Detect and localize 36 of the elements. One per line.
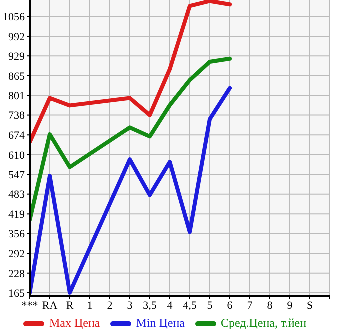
y-tick-label: 292 [8,248,25,260]
y-tick-label: 992 [8,31,25,44]
line-series [30,56,232,222]
x-tick-label: 8 [267,300,274,312]
y-tick-label: 356 [8,228,26,241]
legend-label: Min Цена [135,316,185,331]
x-tick-label: S [306,300,314,312]
x-tick-label: 9 [287,300,294,312]
y-tick-label: 738 [8,110,26,122]
x-tick-label: 7 [247,300,254,312]
y-tick-label: 865 [8,70,26,83]
legend-label: Max Цена [48,316,100,331]
y-tick-label: 547 [8,169,26,182]
x-tick-label: 6 [227,300,234,312]
legend-label: Сред.Цена, т.йен [220,316,307,331]
y-tick-label: 228 [8,268,26,280]
x-tick-label: 3,5 [143,300,158,312]
y-tick-label: 483 [8,189,26,202]
y-tick-label: 165 [8,288,26,300]
x-tick-label: 2 [107,300,113,312]
line-series [30,86,232,295]
x-tick-label: RA [42,300,58,312]
y-tick-label: 610 [8,150,26,162]
y-tick-label: 801 [8,90,25,103]
x-tick-label: 5 [207,300,214,312]
y-tick-label: 419 [8,209,26,222]
x-tick-label: *** [22,300,38,312]
x-tick-label: 4 [167,300,174,312]
y-tick-label: 1056 [3,12,26,24]
line-series [30,0,232,144]
y-tick-label: 674 [8,130,26,142]
y-tick-label: 929 [8,51,26,64]
x-tick-label: R [66,300,74,312]
x-tick-label: 4,5 [183,300,198,312]
x-tick-label: 3 [127,300,134,312]
x-tick-label: 1 [87,300,93,312]
